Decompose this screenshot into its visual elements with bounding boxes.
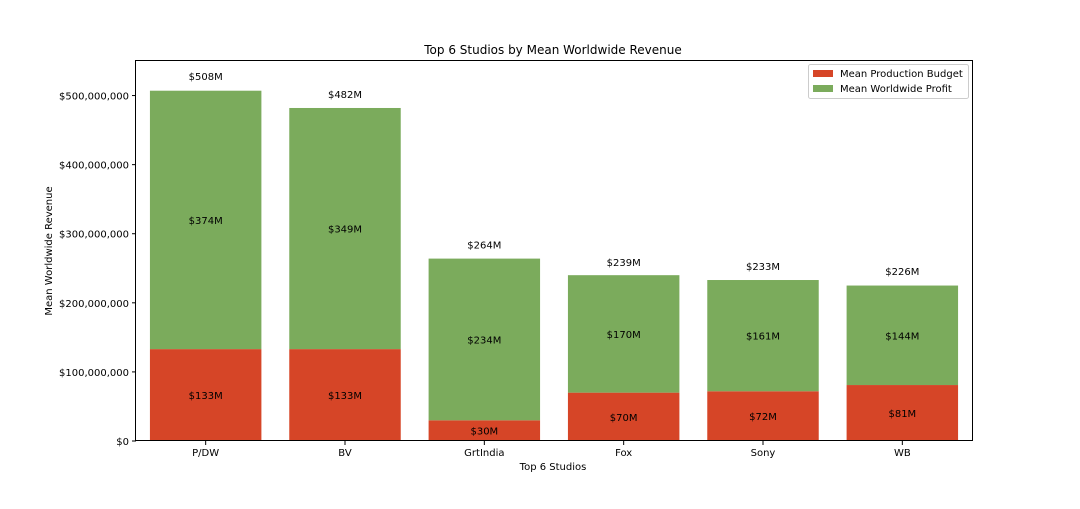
y-axis-label: Mean Worldwide Revenue xyxy=(44,186,55,315)
data-label-budget: $72M xyxy=(749,412,777,423)
bars-layer xyxy=(149,90,959,441)
bar-profit-fox xyxy=(567,275,680,393)
legend-swatch-budget xyxy=(813,70,833,77)
plot-frame xyxy=(135,60,973,441)
data-label-profit: $144M xyxy=(885,331,919,342)
bar-budget-pdw xyxy=(149,349,262,441)
data-label-budget: $30M xyxy=(470,427,498,438)
x-tick-label: Fox xyxy=(615,448,632,459)
data-label-profit: $161M xyxy=(746,332,780,343)
y-tick-label: $500,000,000 xyxy=(59,92,129,103)
chart-title: Top 6 Studios by Mean Worldwide Revenue xyxy=(423,43,681,57)
data-label-profit: $349M xyxy=(328,225,362,236)
x-tick-label: GrtIndia xyxy=(464,448,504,459)
data-label-budget: $133M xyxy=(189,391,223,402)
bar-profit-bv xyxy=(289,107,401,350)
legend-label-budget: Mean Production Budget xyxy=(840,69,963,80)
bar-budget-wb xyxy=(846,385,959,441)
data-label-profit: $234M xyxy=(467,335,501,346)
y-tick-label: $300,000,000 xyxy=(59,230,129,241)
data-label-budget: $133M xyxy=(328,391,362,402)
bar-budget-fox xyxy=(567,392,680,441)
legend: Mean Production Budget Mean Worldwide Pro… xyxy=(808,64,969,99)
data-label-total: $508M xyxy=(189,72,223,83)
data-label-profit: $374M xyxy=(189,216,223,227)
x-tick-label: BV xyxy=(338,448,352,459)
data-label-profit: $170M xyxy=(607,330,641,341)
x-axis-label: Top 6 Studios xyxy=(519,462,587,473)
bar-profit-wb xyxy=(846,285,959,386)
x-tick-label: P/DW xyxy=(192,448,219,459)
axes-layer: P/DW BV GrtIndia Fox Sony WB $0 $100,000,000 $20… xyxy=(59,92,911,459)
data-label-total: $482M xyxy=(328,90,362,101)
bar-profit-pdw xyxy=(149,90,262,350)
data-labels-layer: $133M $374M $508M $133M $349M $482M $30M $234M $… xyxy=(189,72,920,438)
bar-profit-sony xyxy=(707,280,819,392)
data-label-total: $264M xyxy=(467,241,501,252)
y-tick-label: $100,000,000 xyxy=(59,368,129,379)
bar-budget-bv xyxy=(289,349,401,441)
data-label-total: $233M xyxy=(746,262,780,273)
y-tick-label: $200,000,000 xyxy=(59,299,129,310)
bar-budget-grtindia xyxy=(428,420,541,441)
x-tick-label: Sony xyxy=(751,448,776,459)
bar-profit-grtindia xyxy=(428,258,541,421)
y-tick-label: $400,000,000 xyxy=(59,161,129,172)
data-label-total: $226M xyxy=(885,267,919,278)
legend-swatch-profit xyxy=(813,85,833,92)
data-label-budget: $81M xyxy=(888,409,916,420)
legend-box xyxy=(808,64,969,99)
data-label-total: $239M xyxy=(607,258,641,269)
y-tick-label: $0 xyxy=(116,437,129,448)
bar-budget-sony xyxy=(707,391,819,441)
data-label-budget: $70M xyxy=(610,413,638,424)
legend-label-profit: Mean Worldwide Profit xyxy=(840,84,952,95)
x-tick-label: WB xyxy=(894,448,911,459)
